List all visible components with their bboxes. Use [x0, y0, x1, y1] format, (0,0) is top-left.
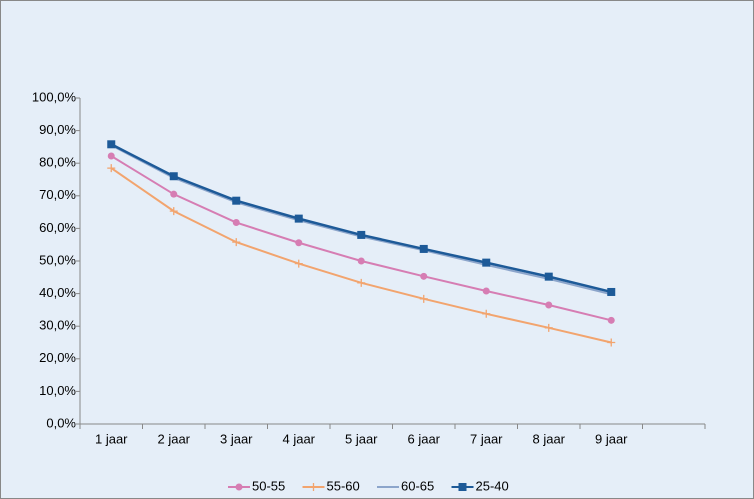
- y-tick-label: 30,0%: [39, 318, 76, 333]
- marker: [232, 196, 241, 205]
- marker: [294, 214, 303, 223]
- y-tick-label: 0,0%: [46, 415, 76, 430]
- marker: [544, 323, 553, 332]
- marker: [482, 258, 491, 267]
- x-tick-label: 5 jaar: [345, 431, 378, 446]
- marker: [295, 239, 303, 247]
- marker: [419, 294, 428, 303]
- marker: [357, 257, 365, 265]
- marker: [294, 259, 303, 268]
- marker: [544, 272, 553, 281]
- marker: [357, 230, 366, 239]
- marker: [107, 152, 115, 160]
- y-tick-label: 70,0%: [39, 187, 76, 202]
- x-tick-label: 9 jaar: [595, 431, 628, 446]
- marker: [107, 140, 116, 149]
- y-tick-label: 90,0%: [39, 122, 76, 137]
- legend-label: 60-65: [401, 478, 434, 493]
- marker: [232, 238, 241, 247]
- marker: [545, 301, 553, 309]
- marker: [482, 309, 491, 318]
- x-tick-label: 7 jaar: [470, 431, 503, 446]
- marker: [419, 244, 428, 253]
- y-tick-label: 10,0%: [39, 383, 76, 398]
- y-tick-label: 80,0%: [39, 155, 76, 170]
- marker: [309, 483, 318, 491]
- x-tick-label: 1 jaar: [95, 431, 128, 446]
- marker: [235, 483, 243, 491]
- y-tick-label: 20,0%: [39, 350, 76, 365]
- y-tick-label: 60,0%: [39, 220, 76, 235]
- y-tick-label: 40,0%: [39, 285, 76, 300]
- marker: [107, 164, 116, 173]
- marker: [232, 219, 240, 227]
- marker: [482, 287, 490, 295]
- legend-label: 50-55: [252, 478, 285, 493]
- marker: [169, 207, 178, 216]
- x-tick-label: 6 jaar: [407, 431, 440, 446]
- legend-label: 55-60: [327, 478, 360, 493]
- y-tick-label: 50,0%: [39, 252, 76, 267]
- marker: [420, 272, 428, 280]
- marker: [458, 483, 467, 491]
- marker: [170, 190, 178, 198]
- x-tick-label: 3 jaar: [220, 431, 253, 446]
- marker: [169, 172, 178, 181]
- x-tick-label: 2 jaar: [157, 431, 190, 446]
- x-tick-label: 8 jaar: [532, 431, 565, 446]
- x-tick-label: 4 jaar: [282, 431, 315, 446]
- marker: [607, 338, 616, 347]
- legend-label: 25-40: [476, 478, 509, 493]
- marker: [607, 316, 615, 324]
- y-tick-label: 100,0%: [32, 89, 77, 104]
- marker: [607, 287, 616, 296]
- marker: [357, 278, 366, 287]
